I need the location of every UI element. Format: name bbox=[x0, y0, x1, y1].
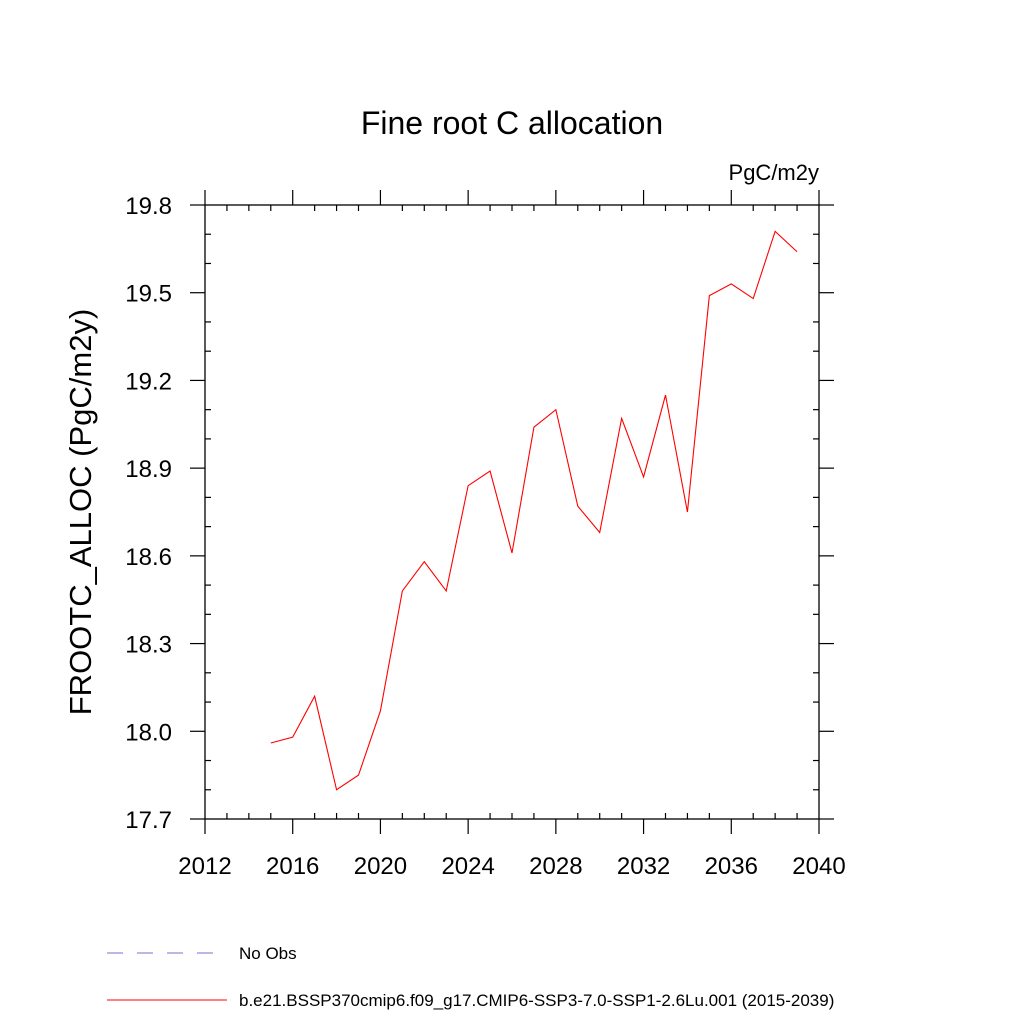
y-tick-label: 19.5 bbox=[125, 281, 172, 308]
legend-label: No Obs bbox=[239, 944, 297, 963]
y-tick-label: 17.7 bbox=[125, 807, 172, 834]
y-tick-label: 18.9 bbox=[125, 456, 172, 483]
y-tick-labels: 17.7 18.0 18.3 18.6 18.9 19.2 19.5 19.8 bbox=[125, 193, 172, 834]
series-layer bbox=[270, 230, 798, 791]
y-tick-label: 18.0 bbox=[125, 719, 172, 746]
y-tick-label: 19.2 bbox=[125, 368, 172, 395]
x-tick-label: 2024 bbox=[441, 853, 494, 880]
x-tick-label: 2032 bbox=[617, 853, 670, 880]
chart-units: PgC/m2y bbox=[729, 160, 819, 185]
y-tick-label: 18.6 bbox=[125, 544, 172, 571]
x-tick-label: 2028 bbox=[529, 853, 582, 880]
x-tick-label: 2036 bbox=[705, 853, 758, 880]
legend: No Obs b.e21.BSSP370cmip6.f09_g17.CMIP6-S… bbox=[107, 944, 834, 1010]
legend-label: b.e21.BSSP370cmip6.f09_g17.CMIP6-SSP3-7.… bbox=[239, 991, 834, 1010]
series-line bbox=[270, 230, 798, 791]
plot-frame bbox=[204, 204, 820, 820]
y-tick-label: 19.8 bbox=[125, 193, 172, 220]
x-tick-labels: 2012 2016 2020 2024 2028 2032 2036 2040 bbox=[178, 853, 845, 880]
y-axis-label: FROOTC_ALLOC (PgC/m2y) bbox=[63, 309, 98, 716]
x-tick-label: 2012 bbox=[178, 853, 231, 880]
y-tick-label: 18.3 bbox=[125, 632, 172, 659]
x-tick-label: 2020 bbox=[354, 853, 407, 880]
chart-title: Fine root C allocation bbox=[361, 105, 663, 141]
x-tick-label: 2016 bbox=[266, 853, 319, 880]
axis-ticks bbox=[190, 190, 834, 834]
x-tick-label: 2040 bbox=[792, 853, 845, 880]
